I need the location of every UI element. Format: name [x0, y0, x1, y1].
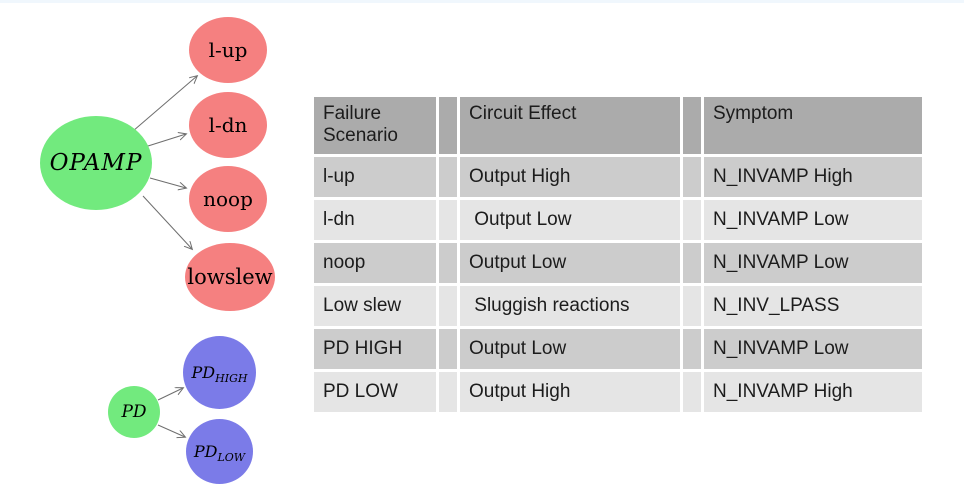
edge-opamp-lowslew [142, 195, 192, 249]
spacer-cell [439, 243, 457, 283]
failure-table-container: Failure Scenario Circuit Effect Symptom … [311, 94, 925, 415]
node-noop-label: noop [203, 187, 253, 211]
window-top-edge [0, 0, 964, 3]
spacer-cell [439, 200, 457, 240]
edge-opamp-noop [149, 177, 186, 188]
node-l-dn: l-dn [189, 92, 267, 158]
cell-circuit-effect: Output Low [460, 243, 680, 283]
cell-circuit-effect: Output Low [460, 329, 680, 369]
spacer-cell [439, 329, 457, 369]
spacer-cell [439, 157, 457, 197]
cell-symptom: N_INVAMP High [704, 157, 922, 197]
node-pd: PD [108, 386, 160, 438]
node-lowslew-label: lowslew [187, 265, 273, 289]
table-row-l-dn: l-dn Output Low N_INVAMP Low [314, 200, 922, 240]
cell-symptom: N_INVAMP Low [704, 329, 922, 369]
table-row-pd-high: PD HIGH Output Low N_INVAMP Low [314, 329, 922, 369]
spacer-cell [683, 157, 701, 197]
node-pd-high-label: PDHIGH [191, 363, 248, 386]
spacer-cell [683, 286, 701, 326]
spacer-cell [439, 286, 457, 326]
table-row-low-slew: Low slew Sluggish reactions N_INV_LPASS [314, 286, 922, 326]
edge-opamp-l-up [132, 76, 197, 132]
col-header-symptom: Symptom [704, 97, 922, 154]
col-header-failure-scenario: Failure Scenario [314, 97, 436, 154]
cell-symptom: N_INVAMP High [704, 372, 922, 412]
cell-circuit-effect: Output Low [460, 200, 680, 240]
table-header-row: Failure Scenario Circuit Effect Symptom [314, 97, 922, 154]
header-spacer-cell [439, 97, 457, 154]
cell-failure-scenario: PD HIGH [314, 329, 436, 369]
node-lowslew: lowslew [185, 243, 275, 311]
node-l-dn-label: l-dn [208, 113, 248, 137]
node-noop: noop [189, 166, 267, 232]
table-row-l-up: l-up Output High N_INVAMP High [314, 157, 922, 197]
node-pd-low-label: PDLOW [193, 442, 246, 465]
cell-circuit-effect: Output High [460, 372, 680, 412]
cell-failure-scenario: PD LOW [314, 372, 436, 412]
node-opamp: OPAMP [40, 116, 152, 210]
cell-circuit-effect: Sluggish reactions [460, 286, 680, 326]
col-header-circuit-effect: Circuit Effect [460, 97, 680, 154]
node-pd-low: PDLOW [186, 419, 253, 484]
edge-pd-pd-high [157, 388, 183, 401]
edge-opamp-l-dn [147, 134, 186, 147]
spacer-cell [683, 372, 701, 412]
cell-failure-scenario: Low slew [314, 286, 436, 326]
cell-symptom: N_INVAMP Low [704, 243, 922, 283]
spacer-cell [683, 329, 701, 369]
header-spacer-cell [683, 97, 701, 154]
cell-failure-scenario: noop [314, 243, 436, 283]
spacer-cell [683, 243, 701, 283]
cell-circuit-effect: Output High [460, 157, 680, 197]
cell-failure-scenario: l-up [314, 157, 436, 197]
spacer-cell [683, 200, 701, 240]
cell-symptom: N_INVAMP Low [704, 200, 922, 240]
node-pd-label: PD [121, 402, 147, 422]
node-l-up: l-up [189, 17, 267, 83]
spacer-cell [439, 372, 457, 412]
node-opamp-label: OPAMP [49, 150, 143, 176]
node-l-up-label: l-up [208, 38, 248, 62]
fault-tree-diagram: OPAMP l-up l-dn noop lowslew PD PDHIGH P… [0, 0, 310, 492]
table-row-pd-low: PD LOW Output High N_INVAMP High [314, 372, 922, 412]
table-row-noop: noop Output Low N_INVAMP Low [314, 243, 922, 283]
node-pd-high: PDHIGH [183, 336, 256, 409]
edge-pd-pd-low [157, 424, 185, 437]
failure-table: Failure Scenario Circuit Effect Symptom … [311, 94, 925, 415]
cell-symptom: N_INV_LPASS [704, 286, 922, 326]
cell-failure-scenario: l-dn [314, 200, 436, 240]
